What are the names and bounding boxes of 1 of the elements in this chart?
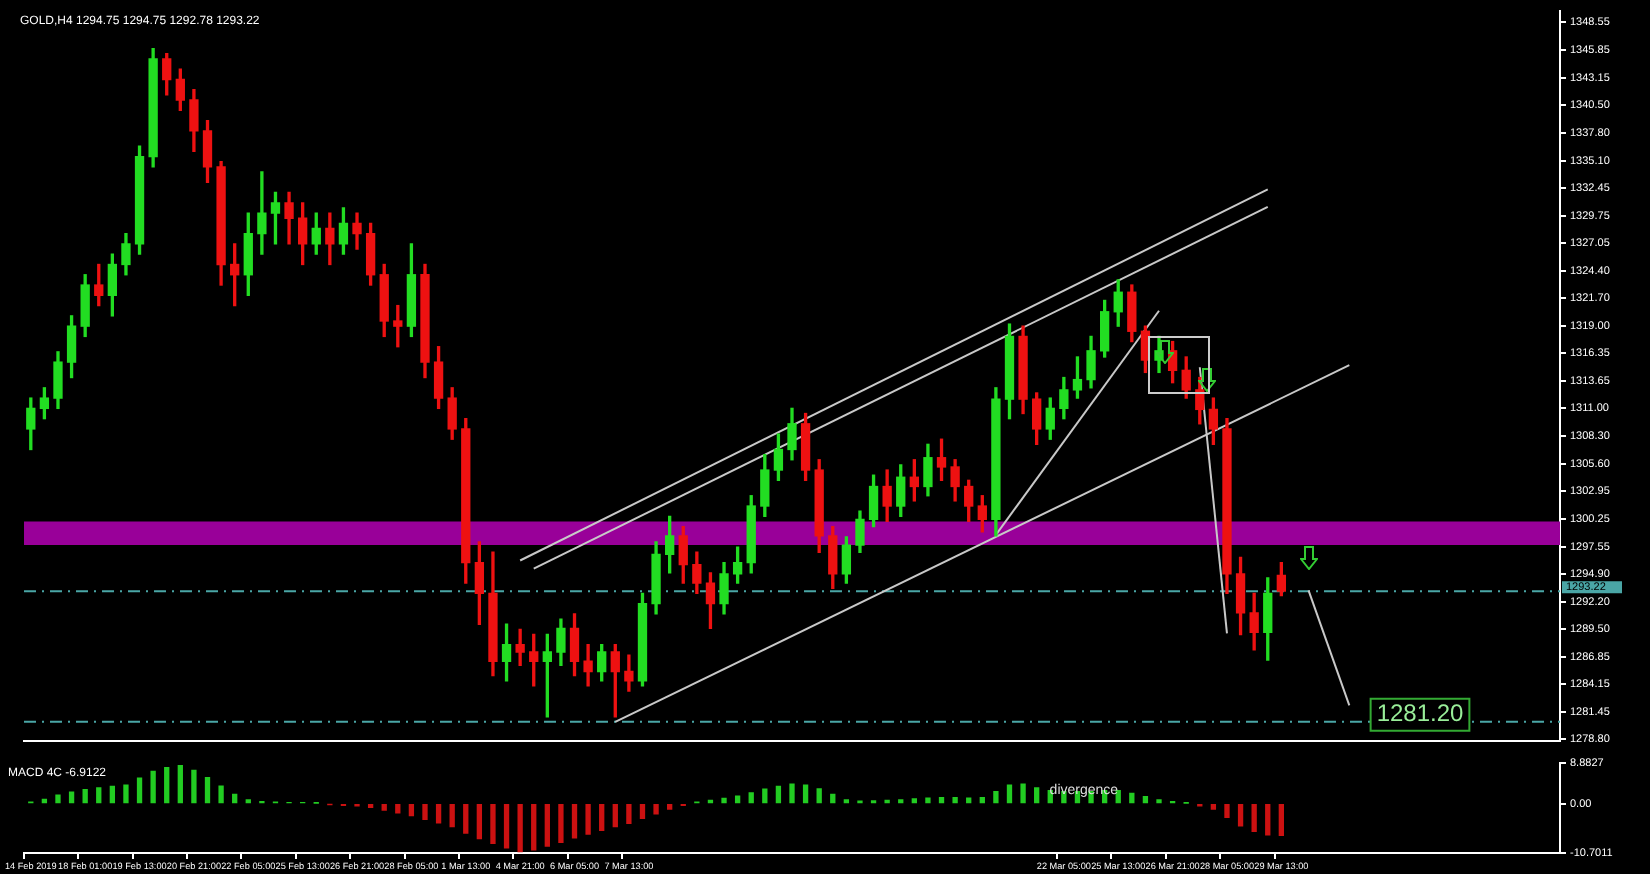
annotation: 1281.20 bbox=[1376, 699, 1465, 728]
